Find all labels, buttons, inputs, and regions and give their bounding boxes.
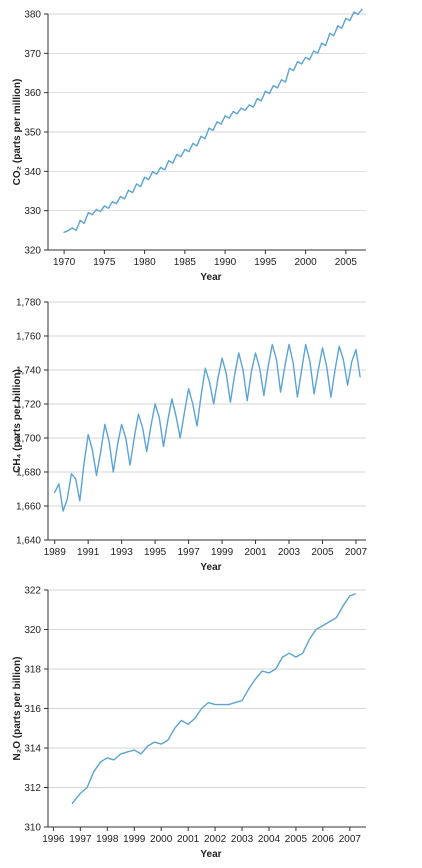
ch4-chart: 1,640 1,660 1,680 1,700 1,720 1,740 1,760 1,780… — [12, 298, 368, 574]
ch4-x-tick-label: 1995 — [144, 547, 167, 558]
co2-x-tick-label: 1985 — [174, 257, 197, 268]
ch4-x-axis-title: Year — [200, 562, 221, 573]
n2o-y-tick-label: 312 — [24, 783, 41, 794]
ch4-x-tick-label: 2007 — [345, 547, 368, 558]
ch4-x-tick-label: 2005 — [311, 547, 334, 558]
n2o-x-tick-label: 2000 — [150, 834, 173, 845]
n2o-x-tick-label: 1997 — [69, 834, 92, 845]
ch4-x-tick-label: 1999 — [211, 547, 234, 558]
ch4-y-tick-label: 1,720 — [16, 400, 41, 411]
co2-x-tick-label: 1995 — [254, 257, 277, 268]
ch4-x-tick-label: 1991 — [77, 547, 100, 558]
ch4-y-tick-label: 1,760 — [16, 332, 41, 343]
co2-chart: 320 330 340 350 360 370 380 1970 1975 1980 1985 199… — [12, 8, 366, 283]
n2o-y-tick-label: 320 — [24, 625, 41, 636]
n2o-y-tick-label: 314 — [24, 744, 41, 755]
ch4-y-tick-label: 1,680 — [16, 468, 41, 479]
n2o-y-tick-label: 322 — [24, 586, 41, 597]
n2o-x-tick-label: 1996 — [42, 834, 65, 845]
ch4-y-axis-title: CH₄ (parts per billion) — [12, 369, 23, 473]
co2-x-tick-label: 1975 — [93, 257, 116, 268]
co2-y-tick-label: 350 — [24, 128, 41, 139]
ch4-y-tick-label: 1,780 — [16, 298, 41, 309]
ch4-y-tick-label: 1,740 — [16, 366, 41, 377]
co2-x-tick-label: 1990 — [214, 257, 237, 268]
co2-y-tick-label: 320 — [24, 246, 41, 257]
n2o-x-tick-label: 1999 — [123, 834, 146, 845]
ch4-x-tick-label: 1993 — [111, 547, 134, 558]
co2-x-tick-label: 1970 — [53, 257, 76, 268]
co2-y-tick-label: 340 — [24, 167, 41, 178]
ch4-series-line — [54, 343, 361, 512]
n2o-y-axis-title: N₂O (parts per billion) — [12, 657, 23, 761]
n2o-x-tick-label: 2006 — [312, 834, 335, 845]
co2-x-tick-label: 2005 — [335, 257, 358, 268]
co2-series-line — [63, 8, 363, 234]
ch4-y-tick-label: 1,640 — [16, 536, 41, 547]
n2o-x-axis-title: Year — [200, 849, 221, 860]
co2-x-axis-title: Year — [200, 272, 221, 283]
ch4-x-tick-label: 1989 — [44, 547, 67, 558]
ch4-x-tick-label: 2003 — [278, 547, 301, 558]
co2-y-tick-label: 330 — [24, 206, 41, 217]
n2o-chart: 310 312 314 316 318 320 322 1996 1997 1998 1999 200… — [12, 586, 366, 860]
n2o-x-tick-label: 2007 — [339, 834, 362, 845]
n2o-x-tick-label: 2004 — [258, 834, 281, 845]
n2o-series-line — [71, 593, 356, 804]
ch4-x-tick-label: 2001 — [244, 547, 267, 558]
n2o-y-tick-label: 318 — [24, 665, 41, 676]
co2-x-tick-label: 1980 — [133, 257, 156, 268]
co2-y-axis-title: CO₂ (parts per million) — [12, 79, 23, 186]
n2o-x-tick-label: 1998 — [96, 834, 119, 845]
co2-y-tick-label: 360 — [24, 88, 41, 99]
ch4-x-tick-label: 1997 — [177, 547, 200, 558]
ch4-y-tick-label: 1,660 — [16, 502, 41, 513]
n2o-x-tick-label: 2005 — [285, 834, 308, 845]
co2-y-tick-label: 370 — [24, 49, 41, 60]
n2o-x-tick-label: 2003 — [231, 834, 254, 845]
n2o-y-tick-label: 310 — [24, 823, 41, 834]
ch4-y-tick-label: 1,700 — [16, 434, 41, 445]
co2-x-tick-label: 2000 — [294, 257, 317, 268]
n2o-x-tick-label: 2002 — [204, 834, 227, 845]
n2o-y-tick-label: 316 — [24, 704, 41, 715]
n2o-x-tick-label: 2001 — [177, 834, 200, 845]
co2-y-tick-label: 380 — [24, 10, 41, 21]
